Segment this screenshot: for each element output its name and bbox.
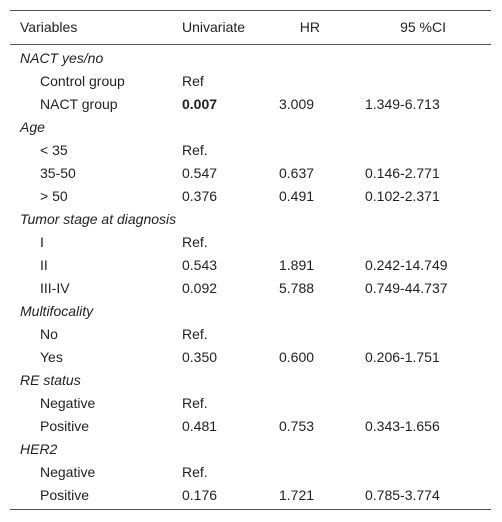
group-label: Multifocality: [20, 303, 94, 319]
table-body: NACT yes/no Control group Ref NACT group 0.0…: [10, 45, 491, 509]
table-header: Variables Univariate HR 95 %CI: [10, 11, 491, 45]
variable-label: Positive: [40, 487, 90, 503]
univariate-value: 0.007: [182, 96, 218, 112]
ci-value: 0.785-3.774: [365, 487, 440, 503]
univariate-value: Ref.: [182, 395, 208, 411]
hr-value: 1.721: [279, 487, 315, 503]
group-label: RE status: [20, 372, 81, 388]
variable-label: Negative: [40, 395, 96, 411]
table-row: Yes 0.350 0.600 0.206-1.751: [10, 346, 491, 369]
header-variables: Variables: [20, 19, 78, 35]
univariate-value: Ref.: [182, 326, 208, 342]
univariate-value: 0.176: [182, 487, 218, 503]
hr-value: 3.009: [279, 96, 315, 112]
header-ci: 95 %CI: [400, 19, 446, 35]
table-row: 35-50 0.547 0.637 0.146-2.771: [10, 162, 491, 185]
hr-value: 0.753: [279, 418, 315, 434]
group-row: Age: [10, 116, 491, 139]
variable-label: II: [40, 257, 48, 273]
table-row: < 35 Ref.: [10, 139, 491, 162]
table-row: Negative Ref.: [10, 392, 491, 415]
variable-label: III-IV: [40, 280, 70, 296]
table-row: I Ref.: [10, 231, 491, 254]
ci-value: 0.242-14.749: [365, 257, 448, 273]
table-row: No Ref.: [10, 323, 491, 346]
group-label: Age: [20, 119, 45, 135]
group-row: Multifocality: [10, 300, 491, 323]
variable-label: Control group: [40, 73, 125, 89]
table-row: II 0.543 1.891 0.242-14.749: [10, 254, 491, 277]
group-label: NACT yes/no: [20, 50, 104, 66]
variable-label: NACT group: [40, 96, 118, 112]
univariate-value: 0.481: [182, 418, 218, 434]
univariate-value: Ref: [182, 73, 204, 89]
variable-label: I: [40, 234, 44, 250]
group-label: Tumor stage at diagnosis: [20, 211, 177, 227]
header-univariate: Univariate: [182, 19, 246, 35]
group-row: Tumor stage at diagnosis: [10, 208, 491, 231]
variable-label: Positive: [40, 418, 90, 434]
variable-label: Yes: [40, 349, 63, 365]
table-row: Positive 0.176 1.721 0.785-3.774: [10, 484, 491, 507]
ci-value: 0.749-44.737: [365, 280, 448, 296]
table-row: Control group Ref: [10, 70, 491, 93]
variable-label: > 50: [40, 188, 68, 204]
table-row: Negative Ref.: [10, 461, 491, 484]
variable-label: No: [40, 326, 58, 342]
univariate-value: 0.543: [182, 257, 218, 273]
ci-value: 0.206-1.751: [365, 349, 440, 365]
table-row: Positive 0.481 0.753 0.343-1.656: [10, 415, 491, 438]
univariate-value: Ref.: [182, 234, 208, 250]
univariate-value: 0.092: [182, 280, 218, 296]
hr-value: 0.637: [279, 165, 315, 181]
ci-value: 0.146-2.771: [365, 165, 440, 181]
group-label: HER2: [20, 441, 58, 457]
hr-value: 0.491: [279, 188, 315, 204]
hr-value: 0.600: [279, 349, 315, 365]
group-row: NACT yes/no: [10, 47, 491, 70]
variable-label: 35-50: [40, 165, 76, 181]
group-row: HER2: [10, 438, 491, 461]
hr-value: 5.788: [279, 280, 315, 296]
ci-value: 0.343-1.656: [365, 418, 440, 434]
univariate-value: Ref.: [182, 142, 208, 158]
univariate-value: 0.547: [182, 165, 218, 181]
table-row: III-IV 0.092 5.788 0.749-44.737: [10, 277, 491, 300]
univariate-value: 0.350: [182, 349, 218, 365]
ci-value: 0.102-2.371: [365, 188, 440, 204]
table-row: NACT group 0.007 3.009 1.349-6.713: [10, 93, 491, 116]
header-hr: HR: [299, 19, 320, 35]
ci-value: 1.349-6.713: [365, 96, 440, 112]
group-row: RE status: [10, 369, 491, 392]
variable-label: Negative: [40, 464, 96, 480]
univariate-value: Ref.: [182, 464, 208, 480]
univariate-value: 0.376: [182, 188, 218, 204]
variable-label: < 35: [40, 142, 68, 158]
results-table: Variables Univariate HR 95 %CI NACT yes/…: [10, 10, 491, 510]
table-row: > 50 0.376 0.491 0.102-2.371: [10, 185, 491, 208]
hr-value: 1.891: [279, 257, 315, 273]
